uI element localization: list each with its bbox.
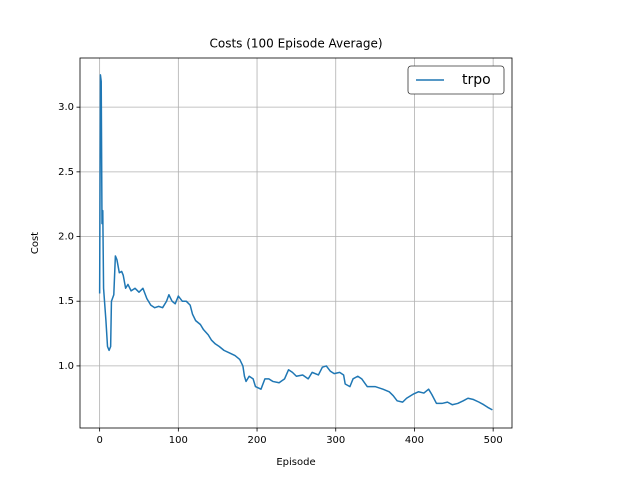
data-line — [98, 74, 493, 411]
y-tick-label: 2.0 — [58, 232, 74, 243]
legend-label: trpo — [462, 72, 491, 88]
x-tick-label: 0 — [96, 435, 102, 446]
axes-frame — [79, 57, 513, 429]
legend-box — [407, 65, 505, 95]
y-tick-label: 3.0 — [58, 102, 74, 113]
x-tick-label: 300 — [326, 435, 345, 446]
y-tick-label: 2.5 — [58, 167, 74, 178]
x-tick-label: 500 — [484, 435, 503, 446]
x-tick-label: 100 — [169, 435, 188, 446]
x-tick-label: 400 — [405, 435, 424, 446]
x-tick-label: 200 — [247, 435, 266, 446]
y-tick-label: 1.0 — [58, 361, 74, 372]
y-axis-label: Cost — [30, 232, 41, 254]
y-tick-label: 1.5 — [58, 296, 74, 307]
chart-title: Costs (100 Episode Average) — [209, 37, 382, 51]
x-axis-label: Episode — [276, 457, 315, 468]
